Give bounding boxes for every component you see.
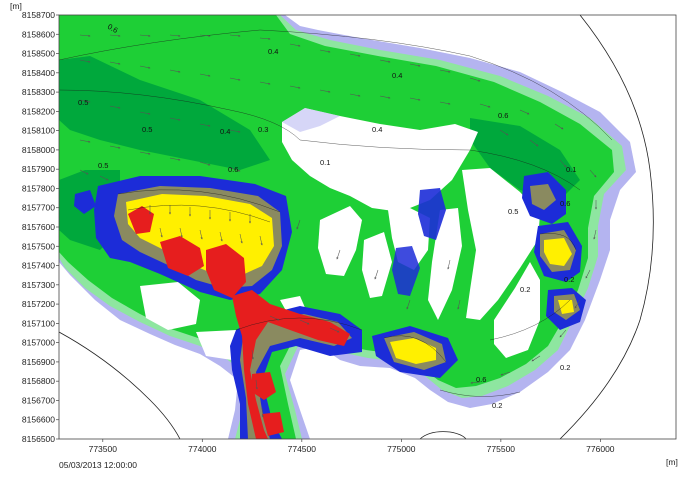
- coastline-bottom-right: [419, 431, 467, 439]
- land-boundary: [59, 15, 654, 439]
- contour-label: 0.5: [142, 125, 152, 134]
- contour-label: 0.5: [78, 98, 88, 107]
- y-tick-label: 8158400: [22, 68, 55, 78]
- region-yellow-right-low: [558, 300, 574, 314]
- y-tick-label: 8157700: [22, 203, 55, 213]
- velocity-arrows: [79, 34, 598, 418]
- island-mid-c: [318, 206, 362, 276]
- island-upper: [282, 108, 478, 212]
- y-tick-label: 8158600: [22, 29, 55, 39]
- y-tick-label: 8158200: [22, 106, 55, 116]
- y-tick-label: 8158700: [22, 10, 55, 20]
- x-tick-label: 773500: [89, 444, 118, 454]
- contour-label: 0.6: [498, 111, 508, 120]
- contour-label: 0.2: [492, 401, 502, 410]
- island-right-a: [462, 168, 540, 320]
- region-yellow-lower-mid: [390, 338, 436, 364]
- y-tick-label: 8157300: [22, 280, 55, 290]
- contour-label: 0.1: [566, 165, 576, 174]
- y-tick-label: 8156600: [22, 415, 55, 425]
- region-red-channel: [232, 290, 350, 439]
- x-tick-label: 775000: [387, 444, 416, 454]
- contour-label: 0.2: [564, 275, 574, 284]
- contour-label: 0.1: [320, 158, 330, 167]
- contour-label: 0.6: [476, 375, 486, 384]
- y-axis: 8156500 8156600 8156700 8156800 8156900 81570…: [22, 10, 59, 444]
- contour-lines: [59, 29, 613, 397]
- y-tick-label: 8156900: [22, 357, 55, 367]
- coastline-lower-left: [59, 331, 181, 439]
- island-upper-edge: [282, 108, 340, 132]
- y-tick-label: 8156700: [22, 395, 55, 405]
- y-tick-label: 8156500: [22, 434, 55, 444]
- x-axis: 773500 774000 774500 775000 775500 776000: [89, 439, 615, 454]
- region-olive-upper-right-small: [530, 184, 556, 210]
- map-field: 0.6 0.4 0.4 0.6 0.5 0.5 0.4 0.3 0.4 0.1 …: [59, 15, 676, 439]
- contour-label: 0.5: [508, 207, 518, 216]
- contour-label: 0.4: [268, 47, 278, 56]
- region-red-lower-spot: [252, 372, 276, 400]
- region-blue-left-dot: [74, 190, 96, 214]
- y-tick-label: 8157800: [22, 183, 55, 193]
- y-tick-label: 8158500: [22, 49, 55, 59]
- y-tick-label: 8157900: [22, 164, 55, 174]
- y-tick-label: 8157600: [22, 222, 55, 232]
- y-tick-label: 8158100: [22, 126, 55, 136]
- x-axis-unit: [m]: [666, 457, 678, 467]
- x-tick-label: 776000: [586, 444, 615, 454]
- region-blue-ring-left-arm: [418, 188, 446, 240]
- region-yellow-right: [544, 238, 572, 266]
- contour-label: 0.2: [560, 363, 570, 372]
- contour-label: 0.6: [228, 165, 238, 174]
- y-axis-unit: [m]: [10, 1, 22, 11]
- y-tick-label: 8157200: [22, 299, 55, 309]
- y-tick-label: 8158300: [22, 87, 55, 97]
- region-blue-mid-arm: [392, 246, 420, 296]
- island-mid-d: [362, 232, 392, 298]
- region-red-lower-spot-b: [262, 412, 284, 436]
- contour-label: 0.3: [258, 125, 268, 134]
- region-olive-channel: [240, 314, 352, 439]
- y-tick-label: 8157000: [22, 338, 55, 348]
- region-red-center-a: [160, 236, 204, 276]
- region-red-upper-left: [128, 206, 154, 234]
- contour-label: 0.5: [98, 161, 108, 170]
- y-tick-label: 8157500: [22, 241, 55, 251]
- region-dark-green-upper: [59, 56, 270, 170]
- island-left-a: [140, 282, 200, 330]
- contour-label: 0.4: [220, 127, 230, 136]
- y-tick-label: 8157400: [22, 261, 55, 271]
- x-tick-label: 774500: [288, 444, 317, 454]
- region-red-center-b: [206, 244, 246, 298]
- x-tick-label: 775500: [487, 444, 516, 454]
- island-right-b: [494, 262, 540, 358]
- contour-label: 0.6: [560, 199, 570, 208]
- y-tick-label: 8157100: [22, 318, 55, 328]
- contour-label: 0.4: [392, 71, 402, 80]
- y-tick-label: 8158000: [22, 145, 55, 155]
- contour-label: 0.2: [520, 285, 530, 294]
- timestamp: 05/03/2013 12:00:00: [59, 460, 137, 470]
- x-tick-label: 774000: [188, 444, 217, 454]
- contour-label: 0.4: [372, 125, 382, 134]
- coastline-upper-right: [559, 15, 654, 439]
- y-tick-label: 8156800: [22, 376, 55, 386]
